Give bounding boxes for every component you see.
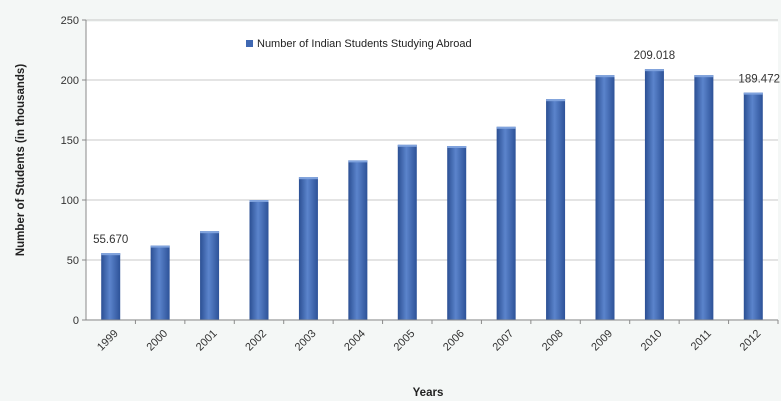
- bar-2003: [298, 177, 318, 320]
- bar-top-highlight: [249, 200, 269, 202]
- axes: [85, 20, 778, 321]
- bar-2004: [348, 160, 368, 320]
- bar-1999: [101, 253, 121, 320]
- bar-top-highlight: [348, 160, 368, 163]
- y-tick-label: 250: [61, 15, 79, 27]
- y-tick-label: 0: [73, 315, 79, 327]
- bar-top-highlight: [101, 253, 121, 256]
- y-axis-title: Number of Students (in thousands): [15, 64, 27, 256]
- bar-top-highlight: [150, 245, 170, 248]
- bar-top-highlight: [496, 126, 516, 129]
- bar-top-highlight: [644, 69, 664, 72]
- bar-top-highlight: [694, 75, 714, 78]
- bar-2008: [546, 99, 566, 320]
- x-axis-title: Years: [413, 387, 444, 399]
- bar-2011: [694, 75, 714, 320]
- plot-area: [86, 22, 778, 319]
- bar-top-highlight: [200, 231, 220, 234]
- bar-series: [101, 69, 763, 320]
- y-tick-label: 200: [61, 75, 79, 87]
- bar-2006: [447, 146, 467, 320]
- legend: Number of Indian Students Studying Abroa…: [246, 38, 472, 50]
- legend-label: Number of Indian Students Studying Abroa…: [257, 38, 472, 50]
- legend-swatch: [246, 40, 253, 47]
- bar-top-highlight: [397, 144, 417, 147]
- data-label-2012: 189.472: [738, 74, 780, 86]
- bar-2002: [249, 200, 269, 320]
- bar-top-highlight: [546, 99, 566, 102]
- bar-2007: [496, 126, 516, 320]
- y-tick-label: 100: [61, 195, 79, 207]
- bar-2000: [150, 245, 170, 320]
- y-tick-label: 150: [61, 135, 79, 147]
- data-label-2010: 209.018: [634, 50, 676, 62]
- y-tick-labels: 0 50 100 150 200 250: [61, 15, 79, 327]
- bar-top-highlight: [298, 177, 318, 180]
- bar-2001: [200, 231, 220, 320]
- bar-top-highlight: [447, 146, 467, 148]
- bar-2009: [595, 75, 615, 320]
- bar-2005: [397, 144, 417, 320]
- bar-top-highlight: [595, 75, 615, 78]
- bar-top-highlight: [743, 92, 763, 95]
- data-label-1999: 55.670: [93, 234, 128, 246]
- data-labels: 55.670 209.018 189.472: [93, 50, 780, 246]
- bar-2010: [644, 69, 664, 320]
- bar-2012: [743, 92, 763, 320]
- y-tick-label: 50: [67, 255, 79, 267]
